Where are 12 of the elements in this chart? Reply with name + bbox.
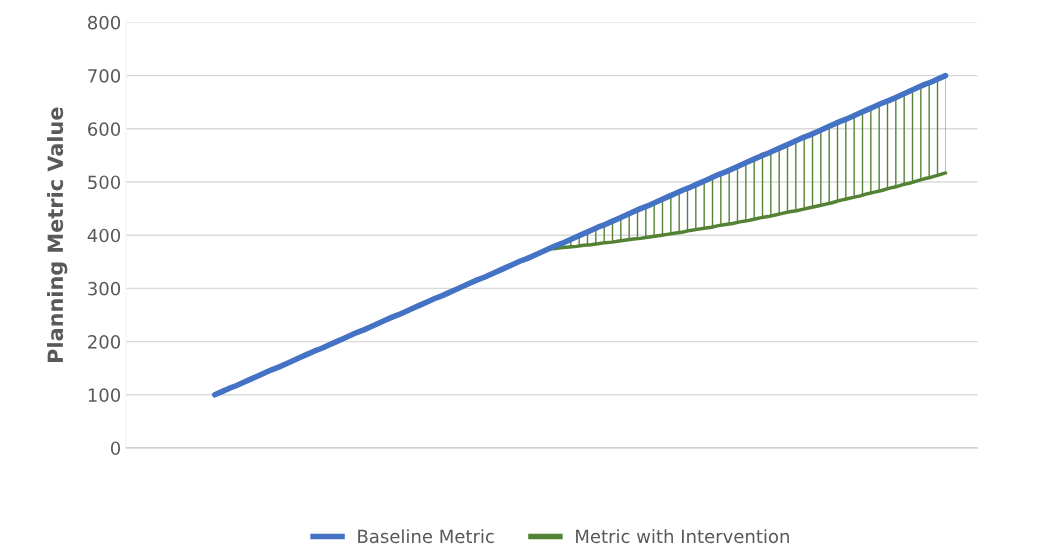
- y-tick-label: 500: [88, 175, 121, 190]
- y-tick-label: 800: [88, 15, 121, 30]
- y-tick-label: 400: [87, 228, 121, 243]
- y-tick-label: 0: [110, 441, 121, 456]
- y-tick-label: 100: [88, 388, 121, 402]
- y-tick-label: 700: [88, 69, 121, 83]
- y-tick-label: 200: [88, 335, 121, 349]
- y-tick-label: 600: [88, 122, 121, 136]
- y-tick-label: 300: [88, 281, 121, 296]
- legend-label: Metric with Intervention: [576, 529, 789, 544]
- legend-label: Baseline Metric: [358, 529, 494, 544]
- y-axis-title: Planning Metric Value: [47, 107, 68, 362]
